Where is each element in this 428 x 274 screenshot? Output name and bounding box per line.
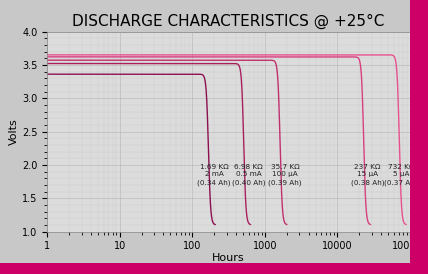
Title: DISCHARGE CHARACTERISTICS @ +25°C: DISCHARGE CHARACTERISTICS @ +25°C — [72, 14, 385, 29]
Text: 6.98 KΩ
0.5 mA
(0.40 Ah): 6.98 KΩ 0.5 mA (0.40 Ah) — [232, 164, 265, 185]
Text: 35.7 KΩ
100 μA
(0.39 Ah): 35.7 KΩ 100 μA (0.39 Ah) — [268, 164, 302, 185]
X-axis label: Hours: Hours — [212, 253, 245, 263]
Text: 1.69 KΩ
2 mA
(0.34 Ah): 1.69 KΩ 2 mA (0.34 Ah) — [197, 164, 231, 185]
Text: 237 KΩ
15 μA
(0.38 Ah): 237 KΩ 15 μA (0.38 Ah) — [351, 164, 384, 185]
Text: 732 KΩ
5 μA
(0.37 Ah): 732 KΩ 5 μA (0.37 Ah) — [384, 164, 418, 185]
Y-axis label: Volts: Volts — [9, 118, 19, 145]
